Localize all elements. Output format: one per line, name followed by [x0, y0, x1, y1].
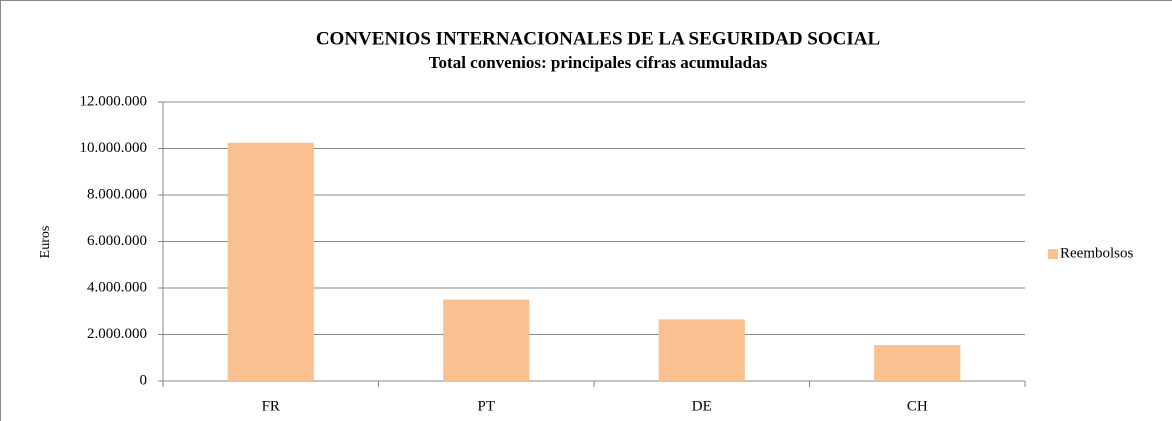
y-tick-label: 4.000.000 [87, 279, 147, 295]
x-tick-label: DE [692, 398, 712, 414]
bar [658, 319, 745, 381]
bar [227, 142, 314, 381]
legend-swatch [1048, 249, 1058, 259]
y-tick-label: 2.000.000 [87, 326, 147, 342]
y-axis-label: Euros [38, 226, 53, 259]
chart-title: CONVENIOS INTERNACIONALES DE LA SEGURIDA… [316, 28, 880, 49]
y-tick-label: 10.000.000 [80, 140, 148, 156]
y-tick-label: 6.000.000 [87, 233, 147, 249]
bar [443, 299, 530, 381]
legend-label: Reembolsos [1060, 245, 1133, 261]
x-tick-label: PT [477, 398, 495, 414]
x-tick-label: FR [262, 398, 280, 414]
y-tick-label: 0 [140, 372, 148, 388]
chart-subtitle: Total convenios: principales cifras acum… [429, 53, 768, 72]
x-tick-label: CH [907, 398, 928, 414]
bar [874, 344, 961, 381]
y-tick-label: 8.000.000 [87, 186, 147, 202]
y-tick-label: 12.000.000 [80, 93, 148, 109]
